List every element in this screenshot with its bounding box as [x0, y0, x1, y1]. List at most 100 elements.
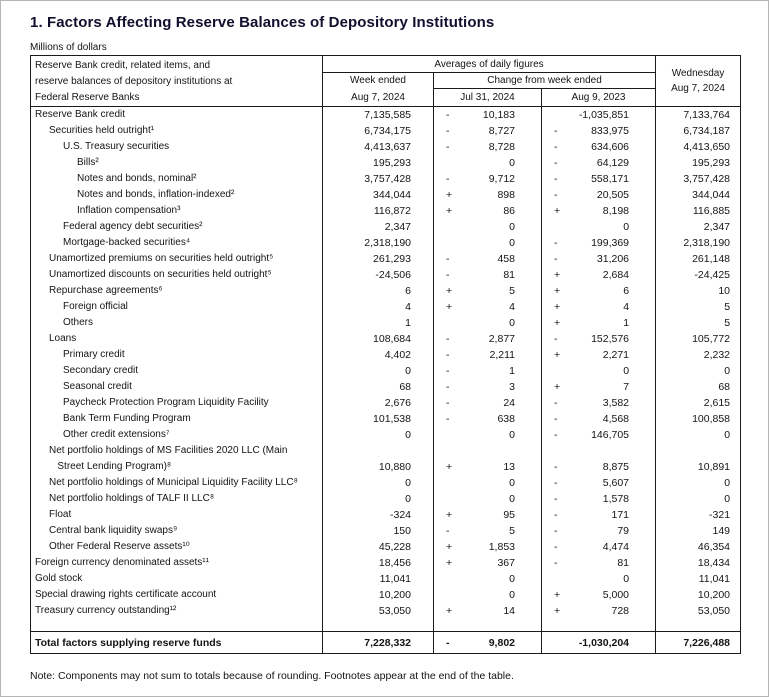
- value-change-prior-week: 0: [433, 474, 542, 491]
- row-label: Central bank liquidity swaps⁹: [30, 522, 323, 539]
- change-value: 81: [503, 268, 515, 281]
- value-wednesday: 6,734,187: [683, 124, 731, 137]
- table-row: Special drawing rights certificate accou…: [30, 586, 741, 603]
- row-label: Seasonal credit: [30, 378, 323, 395]
- change-value: 64,129: [596, 156, 630, 169]
- row-label: Gold stock: [30, 570, 323, 587]
- table-row: Gold stock 11,041 0 0 11,041: [30, 570, 741, 587]
- table-row: Paycheck Protection Program Liquidity Fa…: [30, 394, 741, 411]
- row-label: Federal agency debt securities²: [30, 218, 323, 235]
- value-change-prior-week: +1,853: [433, 538, 542, 555]
- value-change-prior-year: 0: [541, 218, 657, 235]
- change-value: 13: [503, 460, 515, 473]
- change-value: 20,505: [596, 188, 630, 201]
- row-label: Mortgage-backed securities⁴: [30, 234, 323, 251]
- change-value: 458: [497, 252, 515, 265]
- change-value: 0: [509, 428, 515, 441]
- change-sign: -: [446, 348, 450, 361]
- value-wednesday: 7,226,488: [655, 631, 741, 654]
- table-row: Loans 108,684-2,877-152,576 105,772: [30, 330, 741, 347]
- table-row: Primary credit 4,402- 2,211 +2,271 2,232: [30, 346, 741, 363]
- change-sign: +: [554, 204, 561, 217]
- change-sign: -: [554, 556, 558, 569]
- value-change-prior-year: +1: [541, 314, 657, 331]
- change-sign: -: [554, 492, 558, 505]
- table-row: Unamortized premiums on securities held …: [30, 250, 741, 267]
- change-sign: -: [446, 332, 450, 345]
- change-value: 4,474: [602, 540, 630, 553]
- row-label: Secondary credit: [30, 362, 323, 379]
- change-sign: -: [446, 108, 450, 121]
- value-wednesday: 261,148: [692, 252, 731, 265]
- change-sign: -: [446, 364, 450, 377]
- value-wednesday: 344,044: [692, 188, 731, 201]
- footnote-text: Note: Components may not sum to totals b…: [30, 670, 514, 682]
- change-sign: +: [446, 300, 453, 313]
- row-label: Net portfolio holdings of Municipal Liqu…: [30, 474, 323, 491]
- value-wednesday: 10: [718, 284, 731, 297]
- row-label: Treasury currency outstanding¹²: [30, 602, 323, 619]
- value-change-prior-year: - 20,505: [541, 186, 657, 203]
- wednesday-date: Aug 7, 2024: [671, 83, 725, 94]
- value-wednesday: -321: [709, 508, 731, 521]
- value-week-ended: 261,293: [322, 250, 434, 267]
- change-sign: +: [554, 284, 561, 297]
- change-value: -1,030,204: [578, 636, 630, 649]
- value-week-ended: 101,538: [322, 410, 434, 427]
- change-value: 79: [617, 524, 630, 537]
- change-sign: +: [446, 604, 453, 617]
- value-change-prior-year: +8,198: [541, 202, 657, 219]
- change-value: 0: [509, 236, 515, 249]
- value-wednesday: 4,413,650: [683, 140, 731, 153]
- value-change-prior-week: 0: [433, 586, 542, 603]
- table-row: U.S. Treasury securities 4,413,637-8,728-…: [30, 138, 741, 155]
- value-wednesday: 11,041: [698, 572, 731, 585]
- change-value: 0: [509, 492, 515, 505]
- table-row: Bank Term Funding Program 101,538-638-4,5…: [30, 410, 741, 427]
- change-sign: +: [446, 508, 453, 521]
- change-value: 4: [623, 300, 630, 313]
- change-value: 7: [623, 380, 630, 393]
- value-week-ended: 7,228,332: [322, 631, 434, 654]
- change-sign: +: [554, 316, 561, 329]
- change-sign: -: [554, 412, 558, 425]
- value-change-prior-week: 0: [433, 154, 542, 171]
- row-label: Net portfolio holdings of TALF II LLC⁸: [30, 490, 323, 507]
- change-value: 5,607: [602, 476, 630, 489]
- value-wednesday: 195,293: [692, 156, 731, 169]
- change-value: 4: [509, 300, 515, 313]
- change-sign: -: [554, 332, 558, 345]
- value-change-prior-week: - 458: [433, 250, 542, 267]
- value-week-ended: 18,456: [322, 554, 434, 571]
- value-week-ended: 11,041: [322, 570, 434, 587]
- value-change-prior-year: - 152,576: [541, 330, 657, 347]
- change-value: 81: [617, 556, 630, 569]
- change-value: 1: [623, 316, 630, 329]
- change-value: 638: [497, 412, 515, 425]
- value-wednesday: 7,133,764: [683, 108, 731, 121]
- value-wednesday: 2,347: [703, 220, 731, 233]
- value-change-prior-week: 0: [433, 426, 542, 443]
- value-wednesday: [656, 619, 741, 632]
- change-value: 0: [509, 588, 515, 601]
- change-sign: -: [446, 412, 450, 425]
- value-change-prior-week: +4: [433, 298, 542, 315]
- value-week-ended: 0: [322, 362, 434, 379]
- change-sign: -: [554, 476, 558, 489]
- value-wednesday: 0: [724, 364, 731, 377]
- value-change-prior-year: - 8,875: [541, 458, 657, 475]
- value-change-prior-week: -1: [433, 362, 542, 379]
- change-sign: -: [446, 252, 450, 265]
- table-row: Secondary credit 0-1 0 0: [30, 362, 741, 379]
- value-week-ended: 108,684: [322, 330, 434, 347]
- change-value: 86: [503, 204, 515, 217]
- value-change-prior-week: +367: [433, 554, 542, 571]
- change-value: 199,369: [591, 236, 630, 249]
- table-row: Notes and bonds, nominal² 3,757,428-9,712…: [30, 170, 741, 187]
- change-date-prior-year-header: Aug 9, 2023: [541, 88, 657, 107]
- change-sign: +: [446, 284, 453, 297]
- value-change-prior-year: +728: [541, 602, 657, 619]
- change-value: 898: [497, 188, 515, 201]
- value-change-prior-week: - 2,877: [433, 330, 542, 347]
- table-row: Other credit extensions⁷ 0 0-146,705 0: [30, 426, 741, 443]
